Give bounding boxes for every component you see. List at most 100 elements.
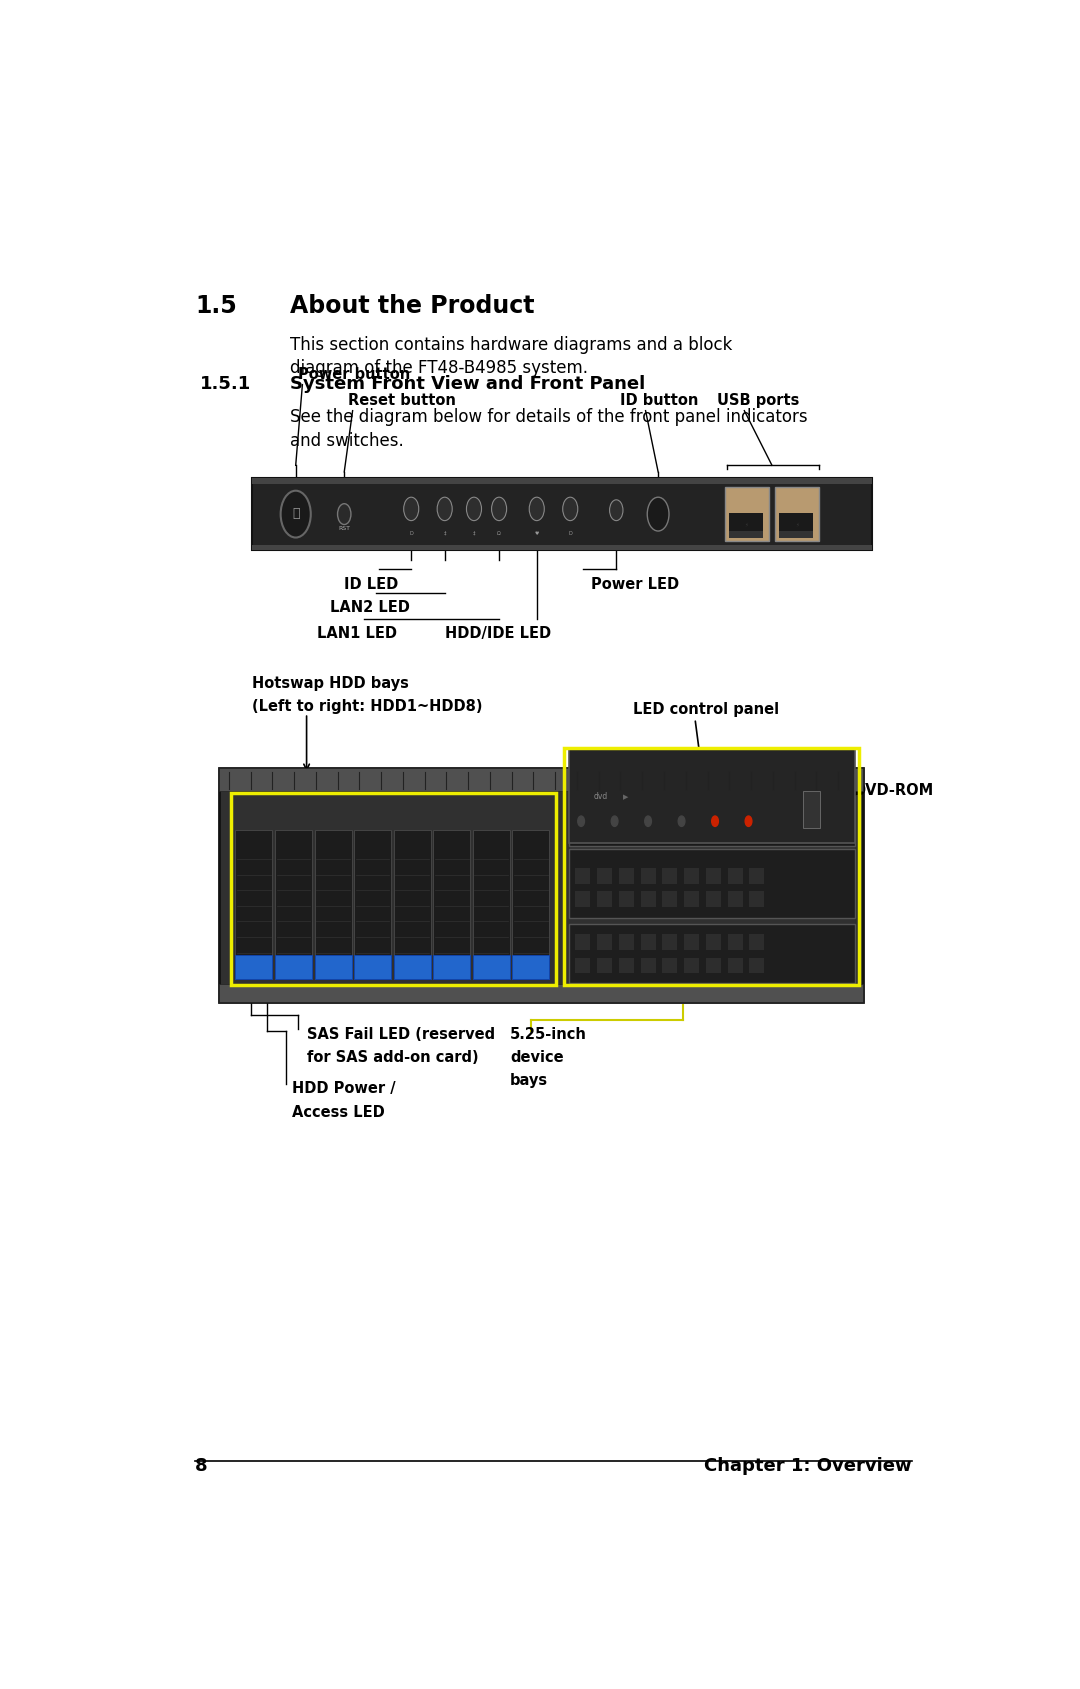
Bar [775, 488, 819, 542]
Bar [728, 868, 743, 883]
Bar [780, 513, 813, 532]
Bar [750, 892, 765, 907]
Bar [619, 936, 634, 951]
Bar [619, 892, 634, 907]
Bar [354, 831, 391, 980]
Bar [253, 480, 872, 485]
Bar [597, 892, 612, 907]
Text: ID LED: ID LED [345, 576, 399, 591]
Text: About the Product: About the Product [289, 294, 535, 318]
Bar [662, 936, 677, 951]
Bar [314, 956, 352, 980]
Bar [512, 831, 550, 980]
Text: 5.25-inch: 5.25-inch [510, 1025, 586, 1040]
Bar [684, 892, 699, 907]
Bar [231, 794, 556, 986]
Text: RST: RST [338, 525, 350, 530]
Bar [568, 748, 855, 844]
Bar [619, 868, 634, 883]
Text: 1.5: 1.5 [195, 294, 237, 318]
Bar [218, 768, 863, 792]
Bar [662, 958, 677, 975]
Bar [725, 488, 769, 542]
Circle shape [647, 498, 669, 532]
Bar [275, 831, 312, 980]
Text: USB ports: USB ports [717, 392, 799, 407]
Text: for SAS add-on card): for SAS add-on card) [307, 1049, 478, 1064]
Text: Ω: Ω [497, 530, 501, 535]
Circle shape [491, 498, 507, 522]
Text: This section contains hardware diagrams and a block: This section contains hardware diagrams … [289, 336, 732, 353]
Bar [218, 768, 863, 1003]
Text: LAN2 LED: LAN2 LED [330, 600, 410, 615]
Bar [576, 936, 591, 951]
Circle shape [281, 491, 311, 539]
Bar [568, 797, 855, 846]
Bar [662, 892, 677, 907]
Bar [750, 958, 765, 975]
Circle shape [404, 498, 419, 522]
Bar [662, 868, 677, 883]
Text: HDD Power /: HDD Power / [293, 1081, 396, 1096]
Bar [576, 892, 591, 907]
Bar [706, 936, 721, 951]
Bar [640, 958, 656, 975]
Circle shape [609, 500, 623, 522]
Bar [728, 958, 743, 975]
Bar [568, 924, 855, 983]
Text: ⚡: ⚡ [795, 522, 799, 527]
Text: D: D [409, 530, 413, 535]
Text: DVD-ROM: DVD-ROM [853, 782, 933, 797]
Text: SAS Fail LED (reserved: SAS Fail LED (reserved [307, 1025, 495, 1040]
Bar [729, 532, 762, 539]
Text: dvd: dvd [594, 792, 608, 801]
Circle shape [338, 505, 351, 525]
Bar [253, 480, 872, 551]
Circle shape [467, 498, 482, 522]
Text: ‡: ‡ [444, 530, 446, 535]
Circle shape [745, 816, 752, 828]
Bar [565, 748, 859, 986]
Bar [568, 850, 855, 917]
Circle shape [437, 498, 453, 522]
Circle shape [712, 816, 718, 828]
Text: ⏻: ⏻ [292, 507, 299, 520]
Text: Reset button: Reset button [349, 392, 457, 407]
Bar [706, 958, 721, 975]
Text: 8: 8 [195, 1456, 207, 1474]
Text: Hotswap HDD bays: Hotswap HDD bays [253, 676, 409, 691]
Bar [253, 546, 872, 551]
Text: See the diagram below for details of the front panel indicators: See the diagram below for details of the… [289, 409, 808, 426]
Text: LED control panel: LED control panel [633, 701, 779, 716]
Bar [750, 868, 765, 883]
Bar [597, 868, 612, 883]
Bar [235, 956, 272, 980]
Circle shape [611, 816, 618, 828]
Bar [354, 956, 391, 980]
Bar [780, 532, 813, 539]
Circle shape [529, 498, 544, 522]
Bar [473, 831, 510, 980]
Bar [512, 956, 550, 980]
Text: and switches.: and switches. [289, 432, 404, 449]
Bar [684, 868, 699, 883]
Text: HDD/IDE LED: HDD/IDE LED [445, 627, 551, 642]
Bar [597, 958, 612, 975]
Bar [393, 831, 431, 980]
Text: Power LED: Power LED [591, 576, 679, 591]
Text: LAN1 LED: LAN1 LED [318, 627, 397, 642]
Bar [728, 892, 743, 907]
Bar [728, 936, 743, 951]
Bar [433, 956, 470, 980]
Bar [706, 868, 721, 883]
Bar [640, 868, 656, 883]
Circle shape [678, 816, 685, 828]
Circle shape [578, 816, 584, 828]
Bar [576, 868, 591, 883]
Bar [640, 892, 656, 907]
Text: Access LED: Access LED [293, 1105, 386, 1118]
Text: Chapter 1: Overview: Chapter 1: Overview [704, 1456, 912, 1474]
Bar [684, 958, 699, 975]
Text: ID button: ID button [620, 392, 699, 407]
Bar [473, 956, 510, 980]
